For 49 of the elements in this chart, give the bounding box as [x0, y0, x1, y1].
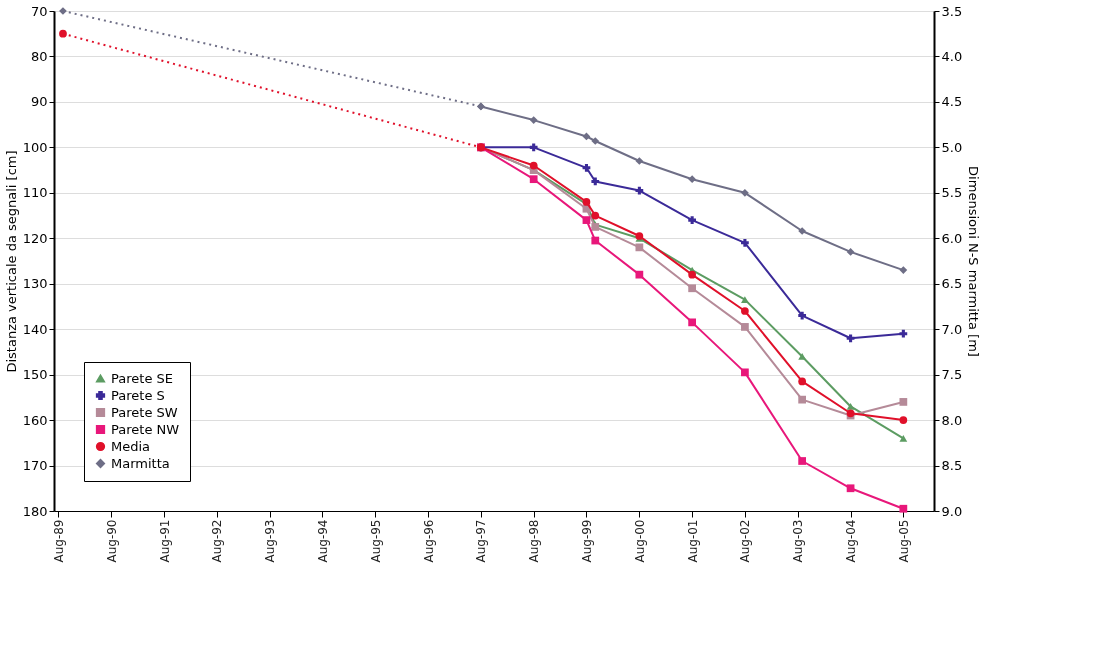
y-tick-label: 170 [22, 458, 48, 474]
y-tick-label: 160 [22, 412, 48, 428]
x-tick-label: Aug-98 [527, 519, 542, 563]
x-tick-label: Aug-94 [315, 519, 330, 563]
x-tick-label: Aug-05 [896, 519, 911, 563]
y-tick-label: 150 [22, 367, 48, 383]
y2-tick-label: 8.5 [941, 458, 963, 474]
x-tick-label: Aug-01 [685, 519, 700, 563]
y-tick-label: 140 [22, 321, 48, 337]
legend-label: Parete SW [111, 404, 178, 420]
y2-tick-label: 5.5 [941, 185, 963, 201]
y2-tick-label: 5.0 [941, 139, 963, 155]
x-tick-label: Aug-92 [210, 519, 225, 563]
x-tick-label: Aug-90 [104, 519, 119, 563]
y-tick-label: 120 [22, 230, 48, 246]
y2-tick-label: 7.0 [941, 321, 963, 337]
x-tick-label: Aug-02 [738, 519, 753, 563]
legend-label: Marmitta [111, 455, 170, 471]
y-tick-label: 80 [30, 48, 48, 64]
x-tick-label: Aug-99 [579, 519, 594, 563]
y-tick-label: 70 [30, 3, 48, 19]
y-tick-label: 130 [22, 276, 48, 292]
y-tick-label: 100 [22, 139, 48, 155]
legend-label: Parete S [111, 387, 165, 403]
x-tick-label: Aug-89 [51, 519, 66, 563]
y2-tick-label: 3.5 [941, 3, 963, 19]
y-tick-label: 180 [22, 503, 48, 519]
y2-axis-title: Dimensioni N-S marmitta [m] [966, 166, 982, 357]
x-tick-label: Aug-93 [263, 519, 278, 563]
y-axis-title: Distanza verticale da segnali [cm] [3, 150, 19, 373]
y2-tick-label: 9.0 [941, 503, 963, 519]
y2-tick-label: 4.5 [941, 94, 963, 110]
y2-tick-label: 7.5 [941, 367, 963, 383]
y-tick-label: 110 [22, 185, 48, 201]
y2-tick-label: 4.0 [941, 48, 963, 64]
legend-label: Parete SE [111, 370, 173, 386]
legend-label: Parete NW [111, 421, 180, 437]
y-tick-label: 90 [30, 94, 48, 110]
x-tick-label: Aug-95 [368, 519, 383, 563]
x-tick-label: Aug-97 [474, 519, 489, 563]
x-tick-label: Aug-96 [421, 519, 436, 563]
y2-tick-label: 6.5 [941, 276, 963, 292]
x-tick-label: Aug-91 [157, 519, 172, 563]
x-tick-label: Aug-03 [791, 519, 806, 563]
legend-label: Media [111, 438, 151, 454]
y2-tick-label: 8.0 [941, 412, 963, 428]
y2-tick-label: 6.0 [941, 230, 963, 246]
x-tick-label: Aug-04 [844, 519, 859, 563]
x-tick-label: Aug-00 [632, 519, 647, 563]
